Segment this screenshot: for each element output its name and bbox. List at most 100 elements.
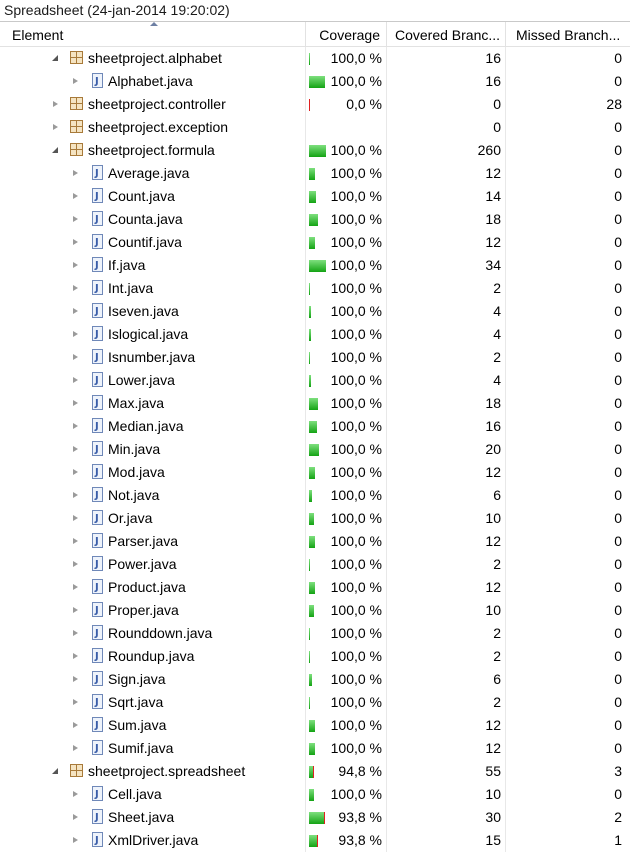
collapsed-arrow-icon[interactable] xyxy=(73,653,78,659)
coverage-cell: 100,0 % xyxy=(306,392,387,415)
collapsed-arrow-icon[interactable] xyxy=(73,584,78,590)
collapsed-arrow-icon[interactable] xyxy=(73,469,78,475)
coverage-percent: 100,0 % xyxy=(330,50,382,66)
tree-row[interactable]: Min.java 100,0 % 20 0 xyxy=(0,438,630,461)
tree-row[interactable]: Not.java 100,0 % 6 0 xyxy=(0,484,630,507)
tree-row[interactable]: Counta.java 100,0 % 18 0 xyxy=(0,208,630,231)
tree-row[interactable]: Sqrt.java 100,0 % 2 0 xyxy=(0,691,630,714)
tree-row[interactable]: sheetproject.formula 100,0 % 260 0 xyxy=(0,139,630,162)
collapsed-arrow-icon[interactable] xyxy=(73,699,78,705)
coverage-cell: 94,8 % xyxy=(306,760,387,783)
tree-row[interactable]: Sign.java 100,0 % 6 0 xyxy=(0,668,630,691)
element-name: Rounddown.java xyxy=(108,625,213,641)
tree-row[interactable]: Average.java 100,0 % 12 0 xyxy=(0,162,630,185)
collapsed-arrow-icon[interactable] xyxy=(73,837,78,843)
element-name: Min.java xyxy=(108,441,161,457)
covered-branches-cell: 10 xyxy=(387,783,506,806)
element-cell: Lower.java xyxy=(0,369,306,392)
coverage-bar xyxy=(309,651,310,663)
collapsed-arrow-icon[interactable] xyxy=(73,377,78,383)
element-name: Counta.java xyxy=(108,211,183,227)
element-name: Alphabet.java xyxy=(108,73,193,89)
element-name: Average.java xyxy=(108,165,190,181)
collapsed-arrow-icon[interactable] xyxy=(73,515,78,521)
tree-row[interactable]: XmlDriver.java 93,8 % 15 1 xyxy=(0,829,630,852)
collapsed-arrow-icon[interactable] xyxy=(73,331,78,337)
expanded-arrow-icon[interactable] xyxy=(52,55,58,61)
collapsed-arrow-icon[interactable] xyxy=(73,216,78,222)
tree-row[interactable]: Islogical.java 100,0 % 4 0 xyxy=(0,323,630,346)
table-header: Element Coverage Covered Branc... Missed… xyxy=(0,22,630,47)
collapsed-arrow-icon[interactable] xyxy=(73,354,78,360)
coverage-bar xyxy=(309,674,312,686)
window-title: Spreadsheet (24-jan-2014 19:20:02) xyxy=(0,0,630,21)
tree-row[interactable]: Int.java 100,0 % 2 0 xyxy=(0,277,630,300)
collapsed-arrow-icon[interactable] xyxy=(73,239,78,245)
tree-row[interactable]: Max.java 100,0 % 18 0 xyxy=(0,392,630,415)
tree-row[interactable]: Cell.java 100,0 % 10 0 xyxy=(0,783,630,806)
collapsed-arrow-icon[interactable] xyxy=(73,791,78,797)
element-cell: sheetproject.controller xyxy=(0,93,306,116)
tree-row[interactable]: Product.java 100,0 % 12 0 xyxy=(0,576,630,599)
tree-row[interactable]: Count.java 100,0 % 14 0 xyxy=(0,185,630,208)
coverage-bar xyxy=(309,329,311,341)
collapsed-arrow-icon[interactable] xyxy=(73,722,78,728)
tree-row[interactable]: sheetproject.exception 0 0 xyxy=(0,116,630,139)
coverage-percent: 100,0 % xyxy=(330,395,382,411)
collapsed-arrow-icon[interactable] xyxy=(53,101,58,107)
collapsed-arrow-icon[interactable] xyxy=(73,262,78,268)
expanded-arrow-icon[interactable] xyxy=(52,768,58,774)
tree-row[interactable]: Iseven.java 100,0 % 4 0 xyxy=(0,300,630,323)
expanded-arrow-icon[interactable] xyxy=(52,147,58,153)
collapsed-arrow-icon[interactable] xyxy=(73,170,78,176)
collapsed-arrow-icon[interactable] xyxy=(73,561,78,567)
tree-row[interactable]: Mod.java 100,0 % 12 0 xyxy=(0,461,630,484)
tree-row[interactable]: sheetproject.spreadsheet 94,8 % 55 3 xyxy=(0,760,630,783)
tree-row[interactable]: Isnumber.java 100,0 % 2 0 xyxy=(0,346,630,369)
collapsed-arrow-icon[interactable] xyxy=(53,124,58,130)
tree-row[interactable]: Sheet.java 93,8 % 30 2 xyxy=(0,806,630,829)
column-header-coverage[interactable]: Coverage xyxy=(306,22,387,46)
coverage-cell: 100,0 % xyxy=(306,346,387,369)
covered-branches-cell: 2 xyxy=(387,553,506,576)
tree-row[interactable]: Parser.java 100,0 % 12 0 xyxy=(0,530,630,553)
collapsed-arrow-icon[interactable] xyxy=(73,423,78,429)
collapsed-arrow-icon[interactable] xyxy=(73,538,78,544)
collapsed-arrow-icon[interactable] xyxy=(73,630,78,636)
column-header-covered-branches[interactable]: Covered Branc... xyxy=(387,22,506,46)
collapsed-arrow-icon[interactable] xyxy=(73,285,78,291)
collapsed-arrow-icon[interactable] xyxy=(73,745,78,751)
coverage-bar xyxy=(309,513,314,525)
collapsed-arrow-icon[interactable] xyxy=(73,492,78,498)
tree-row[interactable]: sheetproject.alphabet 100,0 % 16 0 xyxy=(0,47,630,70)
column-header-missed-branches[interactable]: Missed Branch... xyxy=(506,22,630,46)
collapsed-arrow-icon[interactable] xyxy=(73,193,78,199)
tree-row[interactable]: Countif.java 100,0 % 12 0 xyxy=(0,231,630,254)
tree-row[interactable]: Or.java 100,0 % 10 0 xyxy=(0,507,630,530)
collapsed-arrow-icon[interactable] xyxy=(73,400,78,406)
coverage-cell: 100,0 % xyxy=(306,507,387,530)
element-name: Sumif.java xyxy=(108,740,174,756)
tree-row[interactable]: If.java 100,0 % 34 0 xyxy=(0,254,630,277)
collapsed-arrow-icon[interactable] xyxy=(73,814,78,820)
tree-row[interactable]: Sumif.java 100,0 % 12 0 xyxy=(0,737,630,760)
column-header-element[interactable]: Element xyxy=(0,22,306,46)
tree-row[interactable]: Sum.java 100,0 % 12 0 xyxy=(0,714,630,737)
element-cell: Counta.java xyxy=(0,208,306,231)
collapsed-arrow-icon[interactable] xyxy=(73,446,78,452)
collapsed-arrow-icon[interactable] xyxy=(73,78,78,84)
tree-row[interactable]: Alphabet.java 100,0 % 16 0 xyxy=(0,70,630,93)
tree-row[interactable]: Proper.java 100,0 % 10 0 xyxy=(0,599,630,622)
tree-row[interactable]: Rounddown.java 100,0 % 2 0 xyxy=(0,622,630,645)
tree-row[interactable]: Roundup.java 100,0 % 2 0 xyxy=(0,645,630,668)
collapsed-arrow-icon[interactable] xyxy=(73,676,78,682)
tree-row[interactable]: sheetproject.controller 0,0 % 0 28 xyxy=(0,93,630,116)
tree-row[interactable]: Median.java 100,0 % 16 0 xyxy=(0,415,630,438)
collapsed-arrow-icon[interactable] xyxy=(73,308,78,314)
element-name: Proper.java xyxy=(108,602,179,618)
tree-row[interactable]: Lower.java 100,0 % 4 0 xyxy=(0,369,630,392)
tree-row[interactable]: Power.java 100,0 % 2 0 xyxy=(0,553,630,576)
coverage-cell: 100,0 % xyxy=(306,47,387,70)
coverage-percent: 100,0 % xyxy=(330,717,382,733)
collapsed-arrow-icon[interactable] xyxy=(73,607,78,613)
